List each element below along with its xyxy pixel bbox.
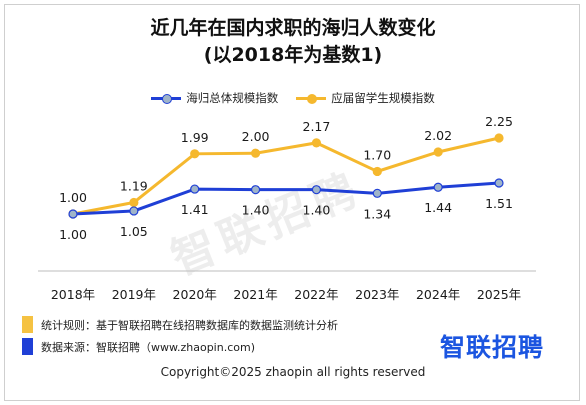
legend-item-overall: 海归总体规模指数 bbox=[151, 90, 278, 106]
chart-legend: 海归总体规模指数 应届留学生规模指数 bbox=[0, 90, 586, 106]
data-label: 1.40 bbox=[303, 203, 331, 218]
x-tick-label: 2018年 bbox=[51, 287, 95, 302]
data-point bbox=[129, 197, 139, 208]
legend-label-overall: 海归总体规模指数 bbox=[186, 91, 279, 105]
data-point bbox=[494, 178, 504, 188]
data-point bbox=[433, 147, 443, 157]
data-label: 1.41 bbox=[181, 202, 209, 217]
data-label: 1.51 bbox=[485, 196, 513, 211]
x-tick-label: 2022年 bbox=[294, 287, 338, 302]
data-point bbox=[250, 185, 261, 195]
note-rule-text: 统计规则：基于智联招聘在线招聘数据库的数据监测统计分析 bbox=[41, 318, 338, 332]
data-point bbox=[433, 182, 443, 192]
x-tick-label: 2025年 bbox=[477, 287, 521, 302]
data-point bbox=[129, 206, 139, 216]
x-tick-label: 2019年 bbox=[112, 287, 156, 302]
brand-logo: 智联招聘 bbox=[440, 333, 545, 362]
chart-title: 近几年在国内求职的海归人数变化 bbox=[150, 17, 436, 39]
x-tick-label: 2023年 bbox=[355, 287, 399, 302]
legend-label-graduates: 应届留学生规模指数 bbox=[331, 91, 435, 105]
data-point bbox=[250, 148, 261, 158]
chart-frame bbox=[4, 4, 580, 401]
data-label: 1.19 bbox=[120, 178, 148, 193]
legend-swatch-overall bbox=[151, 93, 182, 104]
data-point bbox=[190, 184, 200, 194]
x-tick-label: 2021年 bbox=[233, 287, 277, 302]
data-point bbox=[494, 133, 504, 143]
data-label: 1.34 bbox=[363, 206, 391, 221]
data-label: 2.00 bbox=[242, 129, 270, 144]
data-label: 1.99 bbox=[181, 130, 209, 145]
data-label: 1.70 bbox=[363, 147, 391, 162]
note-source-marker bbox=[22, 338, 33, 355]
data-label: 2.25 bbox=[485, 114, 513, 129]
data-point bbox=[190, 149, 200, 159]
copyright: Copyright©2025 zhaopin all rights reserv… bbox=[160, 365, 426, 379]
data-label: 1.40 bbox=[242, 203, 270, 218]
series-line-1 bbox=[72, 136, 500, 216]
data-point bbox=[311, 185, 322, 195]
series-line-0 bbox=[72, 181, 500, 216]
data-label: 2.17 bbox=[303, 119, 331, 134]
data-point bbox=[372, 166, 382, 177]
data-point bbox=[372, 188, 382, 198]
legend-swatch-graduates bbox=[296, 93, 327, 104]
data-label: 2.02 bbox=[424, 128, 452, 143]
note-source-text: 数据来源：智联招聘（www.zhaopin.com) bbox=[41, 340, 255, 354]
data-label: 1.00 bbox=[59, 227, 87, 242]
data-label: 1.00 bbox=[59, 190, 87, 205]
note-rule: 统计规则：基于智联招聘在线招聘数据库的数据监测统计分析 bbox=[22, 316, 338, 333]
legend-item-graduates: 应届留学生规模指数 bbox=[296, 90, 435, 106]
x-tick-label: 2024年 bbox=[416, 287, 460, 302]
x-tick-label: 2020年 bbox=[173, 287, 217, 302]
data-point bbox=[68, 209, 78, 219]
note-source: 数据来源：智联招聘（www.zhaopin.com) bbox=[22, 338, 255, 355]
chart-subtitle: (以2018年为基数1) bbox=[203, 44, 383, 66]
note-rule-marker bbox=[22, 316, 33, 333]
data-label: 1.44 bbox=[424, 200, 452, 215]
data-point bbox=[311, 138, 322, 148]
data-label: 1.05 bbox=[120, 224, 148, 239]
